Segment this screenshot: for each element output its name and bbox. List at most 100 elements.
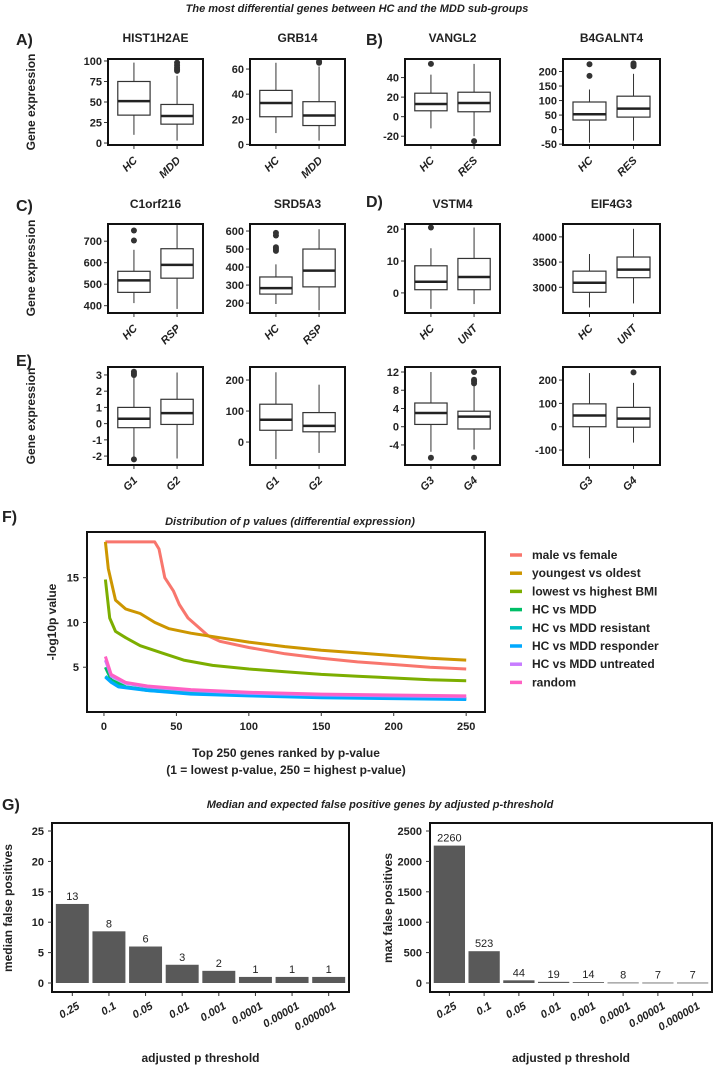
- box-mdd: [302, 101, 336, 127]
- y-tick-label: 200: [539, 375, 557, 387]
- plot-frame: [249, 366, 346, 466]
- y-tick-label: 1500: [398, 887, 422, 899]
- box-g4: [616, 406, 651, 428]
- bar: [238, 976, 272, 983]
- series-line-HC-vs-MDD-responder: [104, 675, 467, 701]
- panel-title: C1orf216: [130, 197, 182, 211]
- box-g2: [302, 411, 336, 433]
- y-tick-label: 200: [226, 375, 244, 387]
- boxplot-panel: [104, 366, 204, 469]
- x-tick-label: HC: [576, 154, 596, 174]
- outlier-point: [427, 454, 434, 461]
- x-tick-label: HC: [120, 322, 140, 342]
- bar-value-label: 44: [513, 967, 525, 979]
- outlier-point: [427, 60, 434, 67]
- y-tick-label: 25: [90, 118, 102, 130]
- plot-frame: [107, 223, 204, 314]
- x-tick-label: HC: [576, 322, 596, 342]
- bar: [55, 903, 89, 983]
- y-tick-label: 0: [96, 138, 102, 150]
- plot-frame: [562, 366, 661, 466]
- plot-frame: [404, 223, 501, 314]
- x-tick-label: MDD: [299, 155, 325, 181]
- legend-item: random: [532, 675, 576, 689]
- boxplot-panel: [401, 223, 501, 317]
- x-tick-label: G3: [577, 475, 596, 494]
- x-tick-label: G1: [263, 475, 282, 494]
- y-tick-label: 60: [232, 64, 244, 76]
- plot-frame: [249, 58, 346, 146]
- outlier-point: [316, 58, 323, 65]
- y-tick-label: 4000: [533, 232, 557, 244]
- outlier-point: [130, 456, 137, 463]
- bar: [129, 946, 163, 983]
- box-hc: [117, 270, 151, 293]
- legend-item: HC vs MDD: [532, 603, 597, 617]
- y-tick-label: 500: [84, 279, 102, 291]
- y-tick-label: 0: [393, 422, 399, 434]
- y-tick-label: 100: [539, 96, 557, 108]
- box-rsp: [302, 248, 336, 288]
- y-tick-label: -100: [535, 445, 557, 457]
- y-tick-label: 3500: [533, 257, 557, 269]
- boxplot-panel: [559, 366, 661, 469]
- x-tick-label: 0.01: [539, 1000, 564, 1021]
- box-rsp: [160, 248, 194, 279]
- x-tick-label: HC: [417, 154, 437, 174]
- y-axis-label: max false positives: [381, 853, 395, 963]
- x-tick-label: 0.1: [474, 1000, 493, 1018]
- plot-frame: [107, 58, 204, 146]
- bar-value-label: 8: [106, 918, 112, 930]
- x-tick-label: 100: [240, 721, 258, 733]
- outlier-point: [130, 227, 137, 234]
- box-hc: [414, 92, 448, 112]
- x-tick-label: 0.05: [131, 1000, 156, 1022]
- x-tick-label: G2: [164, 475, 183, 494]
- y-tick-label: 0: [238, 437, 244, 449]
- bar: [503, 980, 535, 983]
- boxplot-panel: [401, 58, 501, 149]
- y-tick-label: 0: [38, 978, 44, 990]
- box-unt: [616, 256, 651, 279]
- x-axis-label: adjusted p threshold: [512, 1051, 630, 1065]
- y-tick-label: 10: [32, 917, 44, 929]
- boxplot-panel: [104, 58, 204, 149]
- legend-item: male vs female: [532, 548, 618, 562]
- y-tick-label: 400: [226, 262, 244, 274]
- panel-title: SRD5A3: [274, 197, 322, 211]
- bar: [676, 982, 709, 984]
- bar-value-label: 2: [216, 958, 222, 970]
- outlier-point: [272, 244, 279, 251]
- y-tick-label: 200: [226, 298, 244, 310]
- y-tick-label: 0: [393, 288, 399, 300]
- outlier-point: [471, 376, 478, 383]
- boxplot-panel: [246, 366, 346, 469]
- x-tick-label: 50: [170, 721, 182, 733]
- series-line-youngest-vs-oldest: [103, 541, 467, 662]
- boxplot-panel: [104, 223, 204, 317]
- plot-frame: [429, 822, 713, 993]
- main-title: The most differential genes between HC a…: [186, 3, 529, 15]
- x-tick-label: 250: [457, 721, 475, 733]
- y-tick-label: 500: [226, 244, 244, 256]
- y-tick-label: 20: [232, 114, 244, 126]
- panel-label-g: G): [2, 797, 20, 814]
- legend-item: HC vs MDD untreated: [532, 657, 655, 671]
- bar: [607, 982, 639, 984]
- y-tick-label: 75: [90, 76, 102, 88]
- x-tick-label: HC: [262, 322, 282, 342]
- y-tick-label: 4: [393, 403, 400, 415]
- bar-value-label: 14: [582, 969, 594, 981]
- boxplot-panel: [559, 58, 661, 149]
- y-tick-label: 50: [545, 110, 557, 122]
- y-tick-label: 2500: [398, 826, 422, 838]
- x-tick-label: 0.0001: [230, 1000, 265, 1027]
- y-tick-label: 20: [387, 92, 399, 104]
- y-axis-label: median false positives: [1, 844, 15, 972]
- y-tick-label: 10: [387, 256, 399, 268]
- bar: [92, 931, 126, 983]
- bar: [537, 981, 570, 983]
- x-tick-label: 200: [385, 721, 403, 733]
- y-tick-label: 600: [226, 226, 244, 238]
